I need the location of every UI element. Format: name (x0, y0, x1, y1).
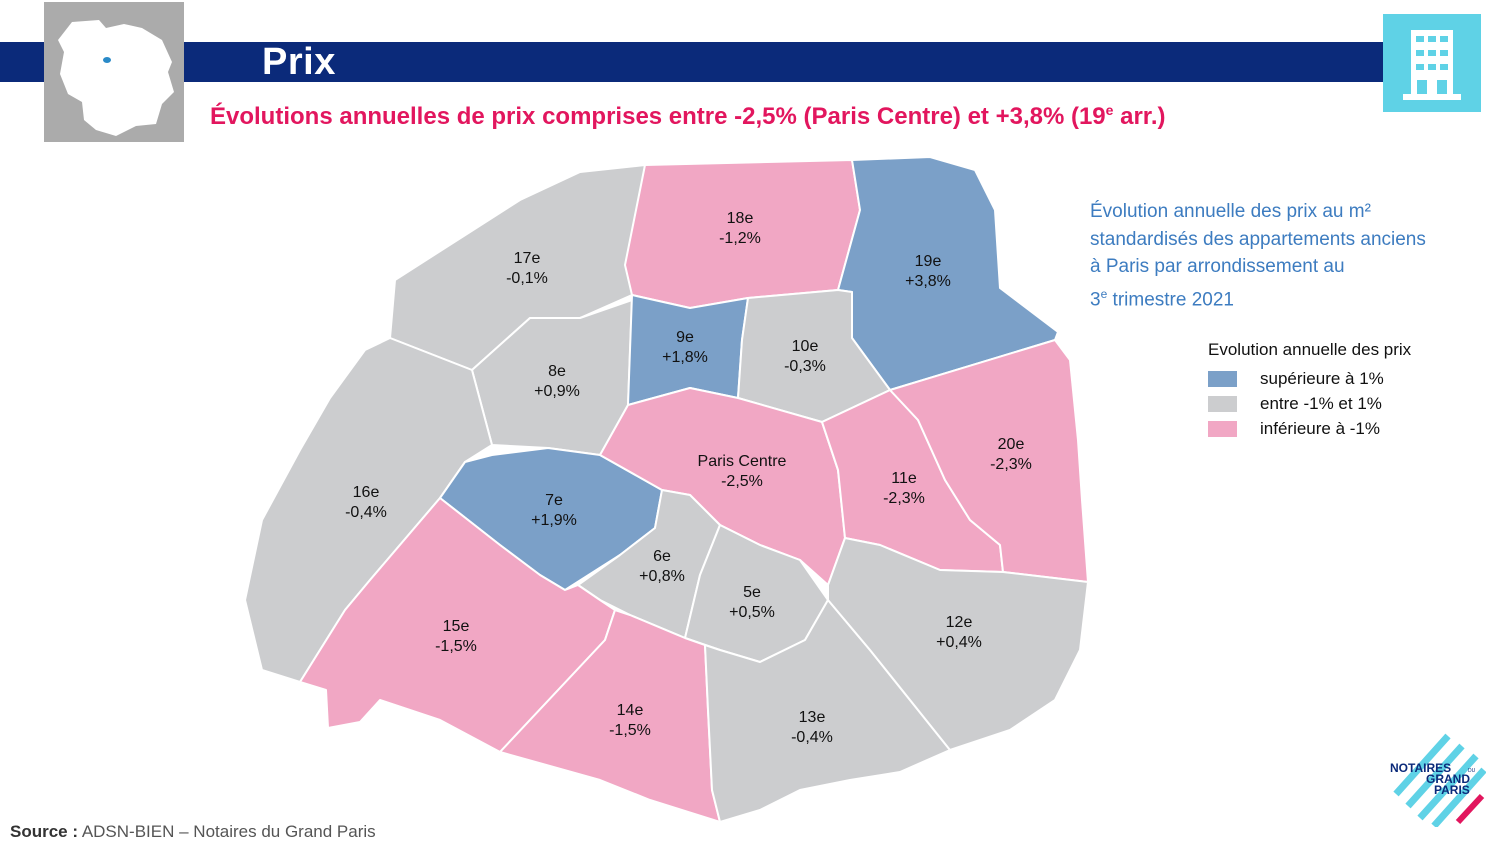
building-icon (1383, 14, 1481, 112)
ile-de-france-map-icon (58, 20, 174, 136)
map-description: Évolution annuelle des prix au m² standa… (1090, 201, 1426, 310)
header-bar (0, 42, 1384, 82)
arrondissement-name-label: 7e (545, 492, 563, 509)
arrondissement-value-label: -1,5% (609, 722, 651, 739)
arrondissement-name-label: 6e (653, 548, 671, 565)
legend: Evolution annuelle des prix supérieure à… (1208, 340, 1411, 441)
arrondissement-name-label: Paris Centre (698, 453, 787, 470)
arrondissement-name-label: 12e (946, 614, 973, 631)
arrondissement-value-label: +0,4% (936, 634, 982, 651)
notaires-grand-paris-logo: NOTAIRES DU GRAND PARIS (1386, 732, 1487, 829)
arrondissement-value-label: -0,1% (506, 270, 548, 287)
arr-15e (299, 497, 616, 753)
arrondissement-name-label: 17e (514, 250, 541, 267)
ile-de-france-thumbnail (44, 2, 184, 142)
arrondissement-name-label: 13e (799, 709, 826, 726)
arrondissement-value-label: +1,8% (662, 349, 708, 366)
legend-swatch-mid (1208, 395, 1237, 412)
arrondissement-name-label: 9e (676, 329, 694, 346)
arr-13e (704, 599, 951, 823)
arrondissement-name-label: 18e (727, 210, 754, 227)
legend-item: supérieure à 1% (1208, 366, 1411, 391)
page-title: Prix (262, 41, 336, 83)
arrondissement-name-label: 5e (743, 584, 761, 601)
arrondissement-value-label: -0,3% (784, 358, 826, 375)
source-note: Source : ADSN-BIEN – Notaires du Grand P… (10, 822, 376, 841)
svg-text:GRAND: GRAND (1426, 772, 1470, 786)
arrondissement-name-label: 8e (548, 363, 566, 380)
arrondissement-value-label: -1,2% (719, 230, 761, 247)
subtitle: Évolutions annuelles de prix comprises e… (210, 102, 1166, 130)
arrondissement-name-label: 16e (353, 484, 380, 501)
legend-swatch-high (1208, 370, 1237, 387)
arrondissement-value-label: -2,3% (883, 490, 925, 507)
arrondissement-value-label: -0,4% (791, 729, 833, 746)
arrondissement-name-label: 19e (915, 253, 942, 270)
arrondissement-value-label: +3,8% (905, 273, 951, 290)
arrondissement-value-label: +1,9% (531, 512, 577, 529)
arrondissement-value-label: -1,5% (435, 638, 477, 655)
svg-text:NOTAIRES: NOTAIRES (1390, 761, 1451, 775)
arrondissement-value-label: +0,9% (534, 383, 580, 400)
arrondissement-value-label: -2,3% (990, 456, 1032, 473)
arrondissement-name-label: 14e (617, 702, 644, 719)
legend-title: Evolution annuelle des prix (1208, 340, 1412, 359)
arrondissement-name-label: 20e (998, 436, 1025, 453)
arrondissement-value-label: -2,5% (721, 473, 763, 490)
svg-text:DU: DU (1468, 768, 1476, 774)
arrondissement-value-label: +0,5% (729, 604, 775, 621)
arrondissement-name-label: 15e (443, 618, 470, 635)
legend-swatch-low (1208, 420, 1237, 437)
legend-item: entre -1% et 1% (1208, 391, 1411, 416)
arrondissement-value-label: -0,4% (345, 504, 387, 521)
arrondissement-name-label: 11e (891, 470, 917, 487)
arrondissement-value-label: +0,8% (639, 568, 685, 585)
arr-12e (827, 537, 1089, 751)
legend-item: inférieure à -1% (1208, 416, 1411, 441)
arrondissement-name-label: 10e (792, 338, 819, 355)
svg-text:PARIS: PARIS (1434, 783, 1470, 797)
